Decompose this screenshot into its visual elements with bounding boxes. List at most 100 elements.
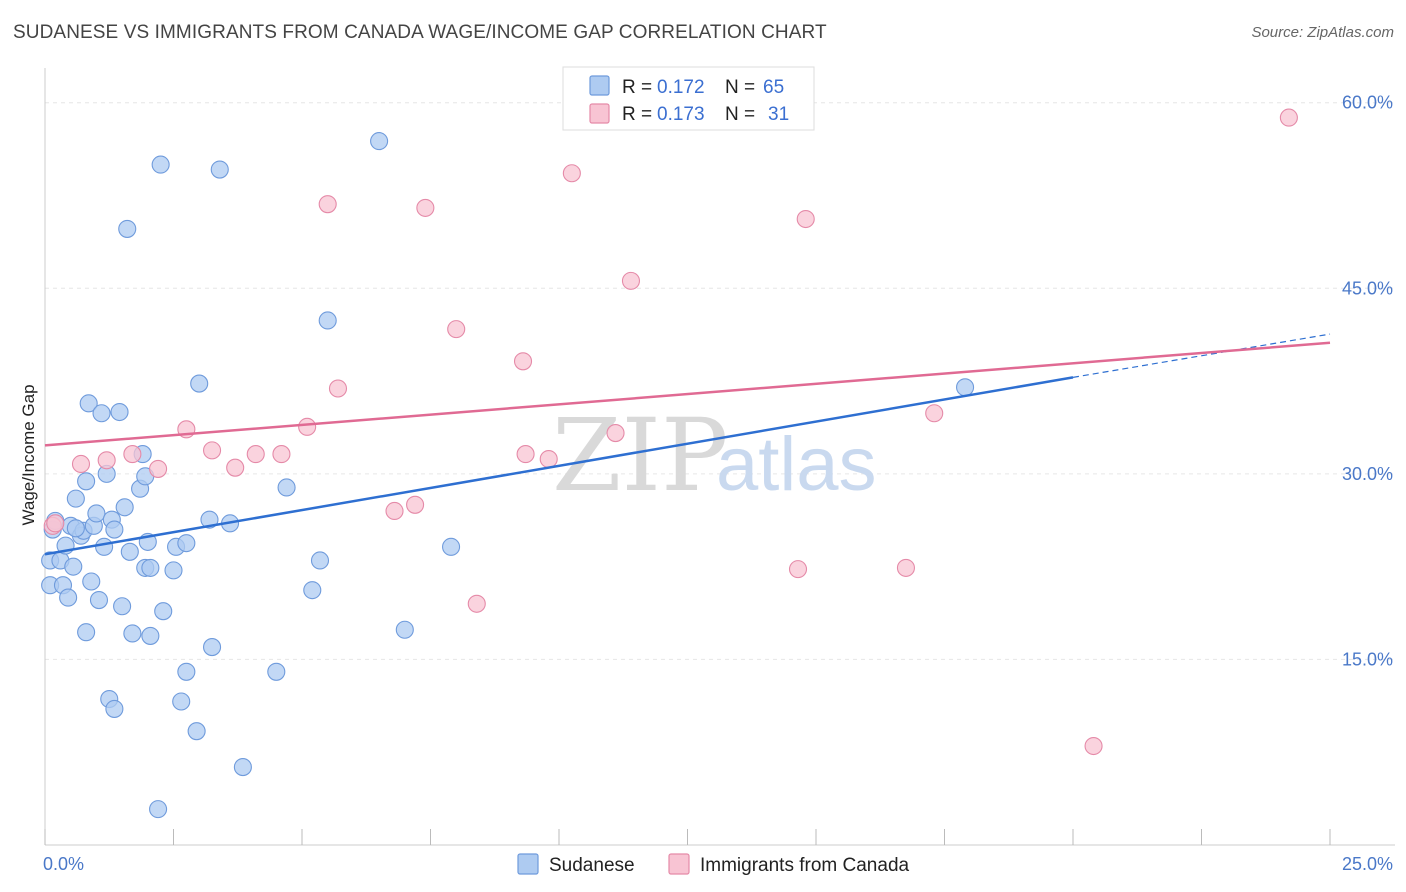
- watermark-atlas: atlas: [716, 422, 877, 507]
- sudanese-point: [87, 504, 106, 523]
- sudanese-point: [233, 758, 252, 777]
- legend-n-label: N =: [725, 104, 755, 125]
- sudanese-point: [190, 374, 209, 393]
- canada-point: [71, 454, 91, 474]
- y-tick-labels: 15.0% 30.0% 45.0% 60.0%: [1342, 93, 1393, 670]
- watermark-zip: ZIP: [552, 397, 728, 514]
- sudanese-point: [141, 558, 160, 577]
- x-tick-label: 0.0%: [43, 854, 84, 874]
- sudanese-point: [149, 800, 168, 819]
- sudanese-point: [59, 588, 78, 607]
- sudanese-trend-line: [44, 376, 1074, 556]
- canada-point: [46, 514, 65, 533]
- canada-point: [896, 558, 916, 577]
- legend-n-value: 31: [768, 104, 789, 125]
- sudanese-point: [64, 557, 83, 576]
- canada-point: [246, 445, 265, 464]
- sudanese-point: [187, 722, 206, 741]
- canada-point: [1279, 108, 1298, 127]
- sudanese-point: [82, 572, 101, 591]
- canada-point: [447, 320, 466, 339]
- sudanese-point: [110, 402, 129, 422]
- sudanese-point: [164, 561, 183, 580]
- canada-point: [318, 195, 337, 214]
- sudanese-point: [277, 478, 296, 497]
- legend-swatch-sudanese: [589, 75, 610, 96]
- canada-point: [416, 198, 435, 217]
- canada-point: [298, 417, 317, 436]
- sudanese-point: [66, 489, 85, 508]
- series-legend: Sudanese Immigrants from Canada: [517, 853, 910, 876]
- canada-point: [385, 501, 404, 521]
- sudanese-point: [395, 620, 414, 639]
- sudanese-point: [151, 155, 170, 174]
- canada-point: [621, 271, 641, 290]
- legend-swatch-canada: [589, 103, 610, 124]
- canada-point: [406, 495, 425, 514]
- canada-point: [226, 458, 245, 477]
- sudanese-point: [956, 378, 975, 397]
- sudanese-point: [154, 602, 173, 621]
- canada-point: [562, 164, 581, 183]
- canada-point: [467, 594, 486, 613]
- sudanese-point: [77, 623, 96, 642]
- sudanese-point: [177, 534, 196, 553]
- grid-lines: [45, 102, 1395, 660]
- canada-point: [788, 560, 808, 579]
- y-tick-label: 30.0%: [1342, 464, 1393, 484]
- sudanese-point: [79, 394, 98, 413]
- canada-point: [513, 352, 533, 371]
- sudanese-point: [123, 624, 142, 643]
- sudanese-point: [310, 551, 330, 570]
- x-tick-labels: 0.0% 25.0%: [43, 854, 1393, 874]
- legend-n-value: 65: [763, 77, 784, 98]
- sudanese-point: [172, 692, 191, 711]
- canada-point: [328, 379, 348, 398]
- sudanese-point: [141, 626, 160, 645]
- bottom-legend-label-sudanese: Sudanese: [549, 855, 635, 876]
- legend-r-value: 0.172: [657, 77, 705, 98]
- legend-r-label: R =: [622, 77, 652, 98]
- canada-point: [123, 445, 142, 464]
- sudanese-point: [303, 581, 322, 600]
- bottom-legend-label-canada: Immigrants from Canada: [700, 855, 910, 876]
- canada-point: [272, 445, 291, 464]
- sudanese-point: [105, 520, 124, 539]
- canada-point: [606, 423, 625, 443]
- canada-trend-line: [44, 341, 1331, 447]
- sudanese-point: [115, 498, 134, 517]
- sudanese-point: [77, 472, 96, 491]
- bottom-legend-swatch-canada: [668, 853, 690, 875]
- sudanese-point: [177, 662, 196, 681]
- canada-points: [43, 108, 1298, 756]
- source-credit: Source: ZipAtlas.com: [1251, 24, 1394, 41]
- sudanese-points: [41, 132, 975, 819]
- sudanese-point: [95, 537, 114, 556]
- canada-point: [203, 441, 222, 460]
- canada-point: [97, 451, 116, 470]
- sudanese-point: [370, 132, 389, 151]
- canada-point: [149, 459, 168, 478]
- sudanese-trend-extension: [1072, 333, 1331, 378]
- trend-lines: [44, 333, 1331, 556]
- canada-point: [1084, 736, 1103, 756]
- sudanese-point: [92, 404, 111, 423]
- legend-n-label: N =: [725, 77, 755, 98]
- bottom-legend-swatch-sudanese: [517, 853, 539, 875]
- sudanese-point: [105, 699, 124, 718]
- sudanese-point: [118, 219, 137, 238]
- sudanese-point: [66, 519, 85, 538]
- canada-point: [516, 445, 535, 464]
- y-axis-label: Wage/Income Gap: [19, 384, 38, 525]
- y-tick-label: 60.0%: [1342, 93, 1393, 113]
- sudanese-point: [120, 542, 139, 561]
- sudanese-point: [203, 638, 222, 657]
- sudanese-point: [442, 537, 461, 556]
- sudanese-point: [89, 591, 109, 610]
- sudanese-point: [267, 662, 286, 681]
- watermark: ZIP atlas: [552, 397, 877, 514]
- correlation-legend: R = 0.172 N = 65 R = 0.173 N = 31: [562, 66, 815, 131]
- canada-point: [925, 404, 944, 423]
- canada-point: [539, 449, 558, 469]
